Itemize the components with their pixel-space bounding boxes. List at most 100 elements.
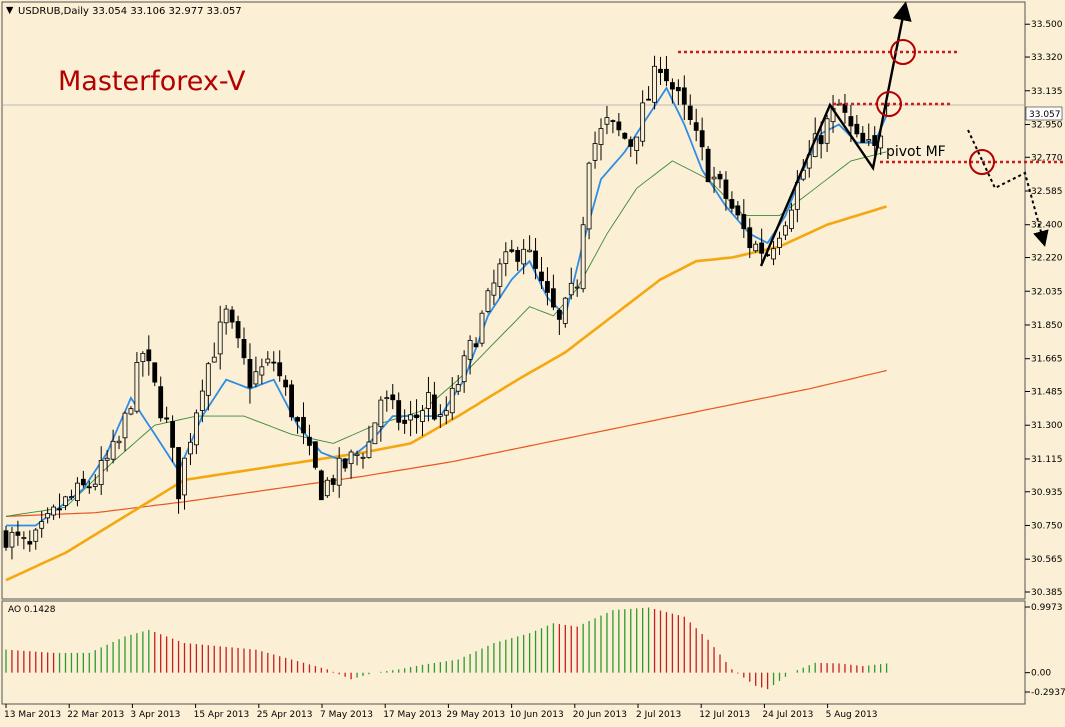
candle-body (241, 338, 247, 359)
candle-body (402, 419, 408, 424)
pattern-line (759, 1, 912, 267)
candle-body (265, 358, 271, 364)
candle-body (592, 143, 598, 161)
y-tick-label: 31.115 (1031, 455, 1063, 465)
candle-body (75, 482, 80, 502)
watermark-text: Masterforex-V (58, 66, 246, 97)
y-tick-label: 31.850 (1031, 321, 1063, 331)
x-tick-label: 29 May 2013 (446, 710, 505, 720)
y-tick-label: 30.750 (1031, 521, 1063, 531)
candle-body (461, 355, 467, 383)
candle-body (652, 65, 657, 103)
candle-body (188, 441, 193, 455)
candle-body (247, 359, 253, 388)
candle-body (473, 343, 479, 348)
candle-body (616, 121, 622, 131)
candle-body (146, 349, 152, 362)
main-plot-frame (1, 1, 1026, 600)
candle-body (39, 521, 45, 529)
candle-body (842, 103, 848, 113)
x-tick-label: 10 Jun 2013 (510, 710, 564, 720)
candle-body (741, 214, 747, 230)
candle-body (551, 288, 556, 308)
candle-body (205, 363, 211, 396)
candle-body (664, 68, 669, 82)
ao-y-tick-label: -0.2937 (1031, 688, 1065, 698)
candle-body (3, 530, 9, 548)
candle-body (110, 440, 116, 460)
ao-title: AO 0.1428 (8, 605, 56, 615)
candle-body (443, 410, 449, 416)
x-tick-label: 3 Apr 2013 (130, 710, 180, 720)
y-tick-label: 31.300 (1031, 421, 1063, 431)
candle-body (235, 321, 241, 339)
candle-body (431, 394, 437, 420)
candle-body (515, 250, 521, 262)
pivot-circle (969, 149, 995, 175)
candle-body (182, 457, 187, 496)
candle-body (771, 248, 776, 260)
candle-body (396, 400, 402, 423)
candle-body (747, 227, 753, 249)
candle-body (854, 123, 860, 135)
candle-body (670, 82, 675, 90)
y-tick-label: 32.035 (1031, 287, 1063, 297)
candle-body (872, 135, 878, 146)
candle-body (57, 508, 62, 511)
candle-body (122, 412, 128, 439)
candle-body (63, 496, 68, 507)
candle-body (176, 447, 181, 500)
candle-body (289, 384, 295, 418)
candle-body (545, 281, 550, 293)
candle-body (693, 122, 699, 131)
candle-body (711, 176, 717, 180)
candle-body (45, 513, 51, 519)
candle-body (295, 417, 300, 422)
candle-body (723, 179, 729, 199)
candle-body (164, 417, 170, 420)
y-tick-label: 32.950 (1031, 120, 1063, 130)
candle-body (217, 321, 223, 355)
candle-body (15, 531, 21, 536)
candle-body (783, 225, 788, 236)
candle-body (622, 132, 628, 139)
candle-body (628, 139, 634, 147)
candle-body (586, 162, 592, 230)
candle-body (116, 440, 122, 444)
candle-body (342, 458, 348, 469)
x-tick-label: 17 May 2013 (383, 710, 442, 720)
candle-body (568, 282, 574, 296)
x-tick-label: 2 Jul 2013 (636, 710, 681, 720)
candle-body (533, 250, 538, 269)
ao-y-tick-label: 0.00 (1031, 669, 1051, 679)
candle-body (69, 496, 74, 498)
candle-body (699, 130, 705, 148)
candle-body (170, 421, 176, 448)
y-tick-label: 32.220 (1031, 254, 1063, 264)
candle-body (420, 410, 425, 422)
x-tick-label: 5 Aug 2013 (826, 710, 878, 720)
candle-body (497, 263, 503, 287)
current-price-label: 33.057 (1029, 110, 1061, 120)
y-tick-label: 31.665 (1031, 355, 1063, 365)
y-tick-label: 32.770 (1031, 153, 1063, 163)
candle-body (658, 68, 663, 73)
candle-body (390, 394, 396, 401)
x-tick-label: 7 May 2013 (320, 710, 373, 720)
candle-body (301, 416, 306, 434)
candle-body (158, 386, 164, 419)
ma-long-line (5, 369, 887, 517)
candle-body (503, 251, 509, 264)
candle-body (92, 483, 98, 487)
candle-body (318, 470, 324, 501)
candle-body (491, 282, 497, 296)
candle-body (104, 457, 110, 461)
ao-y-tick-label: 0.9973 (1031, 603, 1063, 613)
x-tick-label: 24 Jul 2013 (762, 710, 813, 720)
candle-body (634, 136, 640, 151)
candle-body (426, 392, 431, 409)
candle-body (312, 441, 318, 468)
target-circle-mid (876, 91, 902, 117)
candle-body (681, 87, 687, 105)
